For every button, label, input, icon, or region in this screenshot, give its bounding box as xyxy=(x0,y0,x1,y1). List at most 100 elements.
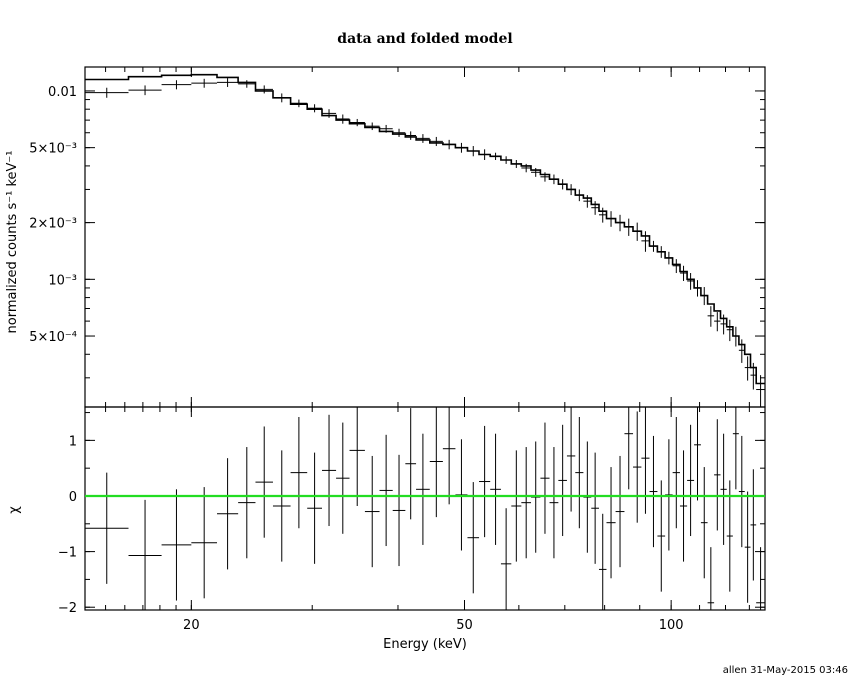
data-point xyxy=(694,280,701,297)
residual-point xyxy=(128,499,162,610)
residual-point xyxy=(455,439,468,551)
residual-point xyxy=(531,441,541,553)
data-point xyxy=(649,240,658,252)
data-point xyxy=(665,251,673,265)
residual-point xyxy=(307,452,322,564)
data-point xyxy=(606,211,616,227)
data-point xyxy=(720,314,727,335)
residual-point xyxy=(500,508,512,610)
upper-panel: 0.01 5×10⁻³ 2×10⁻³ 10⁻³ 5×10⁻⁴ normalized co… xyxy=(5,66,766,408)
residual-point xyxy=(349,407,365,506)
residual-point xyxy=(540,422,550,534)
residual-point xyxy=(744,491,751,603)
residual-point xyxy=(191,487,218,599)
residual-point xyxy=(217,458,239,570)
residual-point xyxy=(321,414,337,527)
lower-y-tick-label: 0 xyxy=(69,490,77,505)
residual-point xyxy=(700,467,708,579)
x-tick-label: 100 xyxy=(659,618,684,633)
data-point xyxy=(255,85,273,94)
data-point xyxy=(672,259,680,274)
data-point xyxy=(657,246,666,258)
lower-frame xyxy=(84,406,766,611)
residual-point xyxy=(720,433,727,545)
data-point xyxy=(416,134,430,143)
lower-y-tick-label: −1 xyxy=(58,546,77,561)
data-point xyxy=(750,362,757,390)
residual-point xyxy=(679,450,688,562)
data-point xyxy=(707,306,715,327)
model-curve xyxy=(85,73,765,385)
data-point xyxy=(531,167,541,177)
data-point xyxy=(455,142,468,153)
upper-y-tick-label: 0.01 xyxy=(48,85,77,100)
residual-point xyxy=(756,547,765,610)
data-point xyxy=(272,93,291,103)
residual-point xyxy=(583,441,592,553)
residual-point xyxy=(85,472,129,584)
data-point xyxy=(598,207,607,223)
residual-point xyxy=(566,407,576,512)
data-point xyxy=(290,99,308,108)
data-point xyxy=(500,156,512,164)
data-point xyxy=(558,179,567,190)
data-point xyxy=(624,218,634,236)
upper-y-ticks: 0.01 5×10⁻³ 2×10⁻³ 10⁻³ 5×10⁻⁴ xyxy=(29,85,765,379)
data-point xyxy=(615,214,625,232)
model-step-line xyxy=(85,73,765,385)
residual-point xyxy=(738,435,745,548)
residual-point xyxy=(558,424,567,537)
residual-point xyxy=(694,407,701,501)
residual-point xyxy=(479,425,491,538)
residual-point xyxy=(714,419,721,531)
x-tick-label: 50 xyxy=(456,618,473,633)
upper-y-tick-label: 2×10⁻³ xyxy=(29,217,77,232)
data-point xyxy=(714,312,721,332)
residual-point xyxy=(657,480,666,592)
data-point xyxy=(700,287,708,306)
residual-point xyxy=(238,447,256,559)
residual-point xyxy=(336,422,350,534)
residual-point xyxy=(665,439,673,551)
residual-point xyxy=(255,426,273,538)
residual-point xyxy=(598,513,607,610)
data-point xyxy=(756,375,765,407)
data-point xyxy=(85,87,129,98)
residual-point xyxy=(606,467,616,579)
residual-point xyxy=(615,455,625,568)
residual-point xyxy=(442,407,456,505)
data-point xyxy=(549,174,559,185)
data-point xyxy=(744,356,751,381)
data-point xyxy=(566,184,576,196)
lower-panel: 1 0 −1 −2 χ xyxy=(7,406,766,616)
data-point xyxy=(191,78,218,88)
data-point xyxy=(479,149,491,160)
lower-y-tick-label: −2 xyxy=(58,601,77,616)
data-point xyxy=(490,152,501,160)
upper-y-tick-label: 5×10⁻³ xyxy=(29,142,77,157)
data-point xyxy=(583,195,592,208)
data-point xyxy=(591,201,599,215)
residual-point xyxy=(467,482,480,594)
data-point xyxy=(349,118,365,127)
footer-stamp: allen 31-May-2015 03:46 xyxy=(723,665,848,676)
data-point xyxy=(540,172,550,182)
residual-point xyxy=(364,455,380,568)
residual-point xyxy=(591,452,599,564)
data-point xyxy=(511,159,522,168)
x-ticks: 20 50 100 xyxy=(105,67,750,633)
residual-point xyxy=(272,450,291,562)
data-point xyxy=(726,319,733,342)
data-point xyxy=(217,78,239,87)
x-axis-label: Energy (keV) xyxy=(383,637,467,652)
data-point xyxy=(732,326,739,347)
residual-point xyxy=(429,407,443,518)
data-point xyxy=(128,85,162,96)
residual-point xyxy=(624,407,634,490)
data-point xyxy=(161,80,192,90)
data-point xyxy=(336,114,350,124)
data-point xyxy=(238,80,256,88)
data-point xyxy=(364,122,380,131)
data-point xyxy=(442,139,456,150)
